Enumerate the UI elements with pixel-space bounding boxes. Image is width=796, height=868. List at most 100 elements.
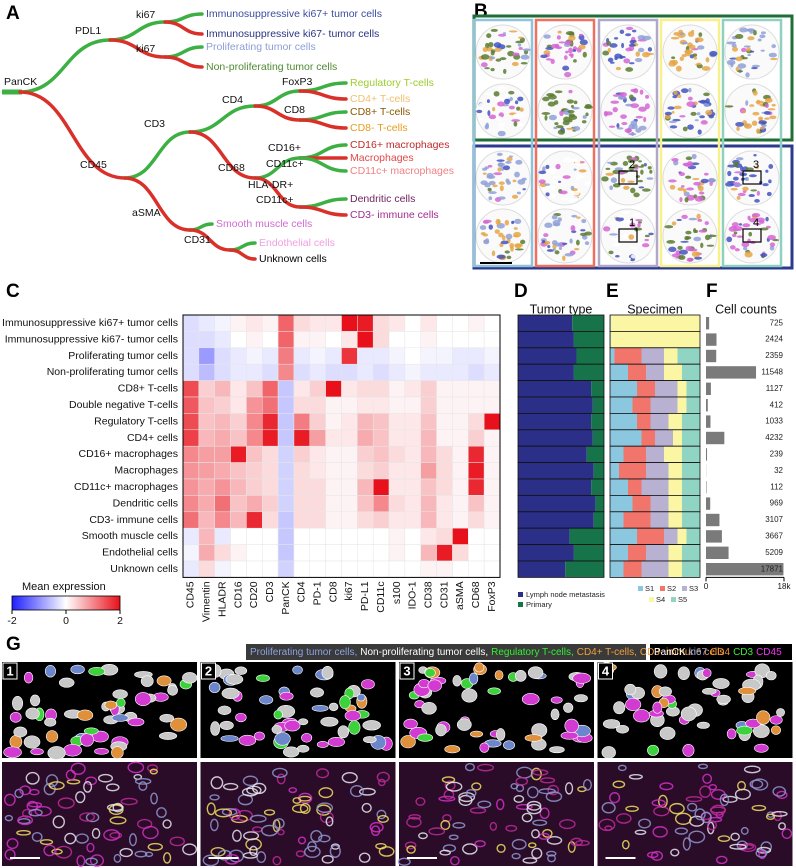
core-cell — [748, 194, 755, 198]
segmented-cell — [524, 734, 543, 742]
core-cell — [725, 182, 734, 187]
heat-cell — [277, 380, 295, 398]
row-label: Endothelial cells — [102, 547, 178, 559]
core-cell — [610, 177, 617, 184]
crop-number: 2 — [205, 663, 212, 678]
stack-segment — [641, 561, 669, 578]
fluorescent-cell — [232, 829, 242, 842]
stack-segment — [646, 544, 669, 561]
core-cell — [511, 220, 515, 225]
count-bar — [706, 382, 711, 395]
core-cell — [546, 169, 552, 173]
core-cell — [741, 47, 747, 53]
colorbar-tick-label: 0 — [63, 615, 69, 627]
segmented-cell — [616, 725, 630, 734]
row-label: Proliferating tumor cells — [68, 350, 178, 362]
core-cell — [576, 176, 580, 181]
core-cell — [620, 114, 627, 119]
core-cell — [564, 252, 574, 257]
heat-cell — [420, 527, 437, 545]
heat-cell — [277, 495, 295, 513]
core-cell — [625, 26, 634, 31]
heat-cell — [388, 544, 406, 562]
heat-cell — [452, 511, 469, 529]
fluorescent-cell — [751, 804, 767, 812]
core-cell — [486, 175, 496, 179]
core-cell — [568, 89, 573, 94]
fluorescent-cell — [43, 844, 56, 857]
core-cell — [579, 39, 588, 46]
heat-cell — [357, 445, 374, 463]
stack-segment — [576, 347, 604, 365]
stack-segment — [682, 561, 700, 578]
stack-segment — [610, 495, 633, 512]
core-cell — [554, 90, 563, 94]
fluorescent-cell — [521, 812, 533, 823]
fluorescent-cell — [452, 822, 466, 829]
heat-cell — [182, 347, 200, 365]
heat-cell — [341, 544, 358, 562]
fluorescence-panel — [2, 761, 198, 867]
heat-cell — [357, 544, 374, 562]
heat-cell — [262, 363, 279, 381]
fluorescent-cell — [539, 777, 556, 784]
core-cell — [480, 54, 490, 60]
fluorescent-cell — [263, 809, 276, 816]
core-cell — [568, 47, 573, 54]
heat-cell — [483, 544, 501, 562]
stack-segment — [686, 528, 700, 545]
segmentation-panel — [2, 662, 198, 760]
fluorescent-cell — [776, 790, 788, 800]
heat-cell — [230, 347, 247, 365]
fluorescence-panel — [597, 762, 793, 866]
count-label: 3107 — [765, 515, 783, 524]
core-cell — [496, 254, 506, 259]
core-cell — [637, 179, 643, 183]
segmented-cell — [292, 665, 303, 675]
heat-cell — [262, 560, 279, 578]
segmented-cell — [13, 726, 28, 738]
core-cell — [670, 36, 680, 40]
fluorescent-cell — [547, 784, 560, 796]
core-cell — [693, 181, 701, 186]
segmented-cell — [156, 675, 172, 687]
core-cell — [698, 229, 707, 233]
stack-segment — [632, 397, 651, 414]
core-cell — [679, 196, 683, 203]
core-cell — [626, 219, 634, 222]
core-cell — [635, 218, 643, 222]
core-cell — [545, 58, 552, 61]
heat-cell — [293, 511, 311, 529]
heat-cell — [404, 445, 421, 463]
fluorescent-cell — [169, 836, 185, 847]
fluorescent-cell — [700, 811, 712, 824]
core-cell — [738, 223, 743, 226]
heat-cell — [198, 429, 215, 447]
heat-cell — [214, 429, 231, 447]
core-cell — [513, 121, 518, 127]
heat-cell — [388, 314, 406, 332]
column-label: CD31 — [438, 581, 450, 608]
core-cell — [606, 161, 613, 164]
core-cell — [573, 100, 578, 105]
heat-cell — [420, 347, 437, 365]
legend-bg — [246, 644, 646, 660]
fluorescent-cell — [515, 803, 533, 810]
core-cell — [550, 58, 555, 64]
heat-cell — [468, 445, 485, 463]
core-cell — [623, 58, 631, 64]
segmented-cell — [282, 746, 300, 758]
fluorescent-cell — [739, 842, 757, 853]
heat-cell — [372, 413, 390, 431]
legend-swatch — [638, 586, 643, 591]
core-cell — [625, 67, 634, 72]
heat-cell — [420, 511, 437, 529]
heat-cell — [341, 478, 358, 496]
core-cell — [486, 99, 490, 104]
core-cell — [517, 43, 522, 47]
heat-cell — [277, 314, 295, 332]
core-cell — [676, 218, 682, 221]
core-cell — [564, 40, 572, 45]
fluorescent-cell — [210, 776, 224, 790]
heat-cell — [468, 429, 485, 447]
